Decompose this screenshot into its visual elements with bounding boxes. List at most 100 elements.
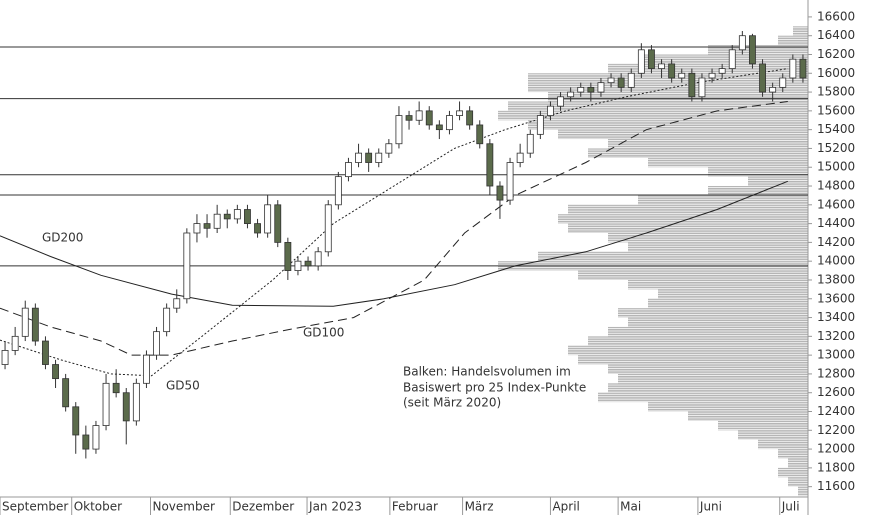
volume-bar: [628, 242, 808, 252]
candle-body: [799, 58, 807, 79]
candle-body: [425, 110, 433, 126]
candle-body: [92, 425, 100, 450]
grid: 11600 11800 12000 12200 12400 12600 12800 13000…: [0, 0, 855, 515]
candle-body: [789, 58, 797, 79]
volume-bar: [548, 92, 808, 102]
x-tick-label: April: [552, 500, 579, 514]
x-tick-label: Juni: [699, 500, 722, 514]
volume-bar: [608, 232, 808, 243]
candle-body: [274, 204, 282, 243]
candle-body: [557, 96, 564, 107]
candle-body: [122, 392, 130, 422]
candle-body: [62, 378, 70, 408]
y-tick-label: 14800: [817, 179, 855, 193]
candle-body: [516, 152, 524, 163]
volume-bar: [718, 420, 808, 431]
volume-bar: [608, 139, 808, 149]
candle-body: [52, 364, 59, 380]
volume-bar: [798, 486, 808, 497]
volume-bar: [748, 176, 808, 187]
candle-body: [749, 35, 756, 65]
y-tick-label: 16400: [817, 28, 855, 42]
candle-body: [385, 143, 393, 154]
candle-body: [345, 162, 352, 178]
candle-body: [365, 152, 373, 163]
volume-bar: [598, 392, 808, 403]
candle-body: [486, 143, 494, 187]
candles: [1, 31, 807, 459]
candle-body: [72, 406, 80, 436]
candle-body: [668, 63, 676, 79]
candle-body: [627, 72, 635, 88]
volume-bar: [538, 251, 808, 262]
candle-body: [203, 223, 211, 229]
y-tick-label: 15000: [817, 160, 855, 174]
candle-body: [536, 115, 544, 135]
candle-body: [82, 434, 90, 450]
annotation: (seit März 2020): [403, 396, 501, 410]
volume-bar: [778, 449, 808, 459]
moving-averages: [0, 68, 788, 377]
annotation: GD50: [166, 379, 200, 393]
candle-body: [304, 260, 312, 267]
candle-body: [567, 91, 575, 98]
candle-body: [405, 115, 413, 121]
y-tick-label: 15400: [817, 122, 855, 136]
x-tick-label: Jan 2023: [308, 500, 362, 514]
candle-body: [779, 77, 787, 88]
x-tick-label: Juli: [781, 500, 800, 514]
candle-body: [648, 49, 655, 69]
y-tick-label: 13200: [817, 329, 855, 343]
candle-body: [132, 382, 140, 422]
candle-body: [183, 232, 191, 300]
y-tick-label: 15600: [817, 103, 855, 117]
volume-bar: [708, 167, 808, 177]
candle-body: [526, 133, 534, 154]
annotation: Balken: Handelsvolumen im: [403, 365, 571, 379]
candle-body: [456, 110, 463, 116]
candle-body: [102, 382, 110, 426]
candle-body: [728, 49, 736, 69]
y-tick-label: 13800: [817, 272, 855, 286]
y-tick-label: 16200: [817, 47, 855, 61]
x-tick-label: Mai: [620, 500, 641, 514]
x-tick-label: Oktober: [74, 500, 122, 514]
y-tick-label: 15200: [817, 141, 855, 155]
candle-body: [688, 72, 696, 98]
candle-body: [637, 49, 645, 74]
volume-bar: [528, 73, 808, 83]
candle-body: [355, 152, 362, 163]
candle-body: [294, 260, 302, 271]
candle-body: [334, 176, 342, 206]
volume-bar: [778, 467, 808, 478]
volume-bar: [498, 110, 808, 121]
candle-body: [1, 350, 9, 365]
candle-body: [617, 77, 625, 88]
volume-bar: [648, 157, 808, 168]
volume-bar: [568, 223, 808, 233]
volume-profile: [498, 26, 808, 497]
volume-bar: [588, 148, 808, 158]
candle-body: [314, 251, 322, 267]
volume-bar: [608, 383, 808, 393]
volume-bar: [658, 289, 808, 299]
volume-bar: [558, 214, 808, 224]
volume-bar: [648, 402, 808, 412]
candle-body: [21, 307, 29, 337]
y-tick-label: 12200: [817, 423, 855, 437]
candle-body: [658, 63, 665, 69]
candle-body: [173, 298, 181, 309]
y-tick-label: 13600: [817, 291, 855, 305]
candle-body: [435, 124, 443, 131]
annotation: Basiswert pro 25 Index-Punkte: [403, 381, 586, 395]
candle-body: [31, 307, 39, 342]
candle-body: [496, 185, 504, 201]
candle-body: [42, 340, 49, 365]
candle-body: [738, 35, 746, 51]
volume-bar: [688, 411, 808, 421]
volume-bar: [788, 458, 808, 468]
candle-body: [223, 213, 231, 220]
candle-body: [607, 77, 615, 84]
ma-line: [0, 101, 788, 356]
candle-body: [244, 209, 251, 225]
